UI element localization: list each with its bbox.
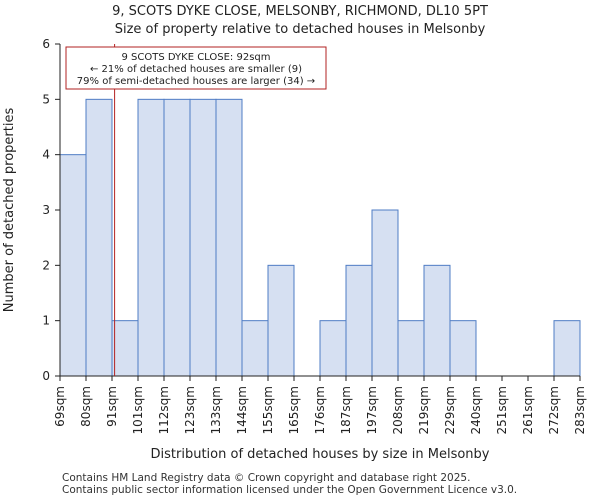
y-tick-label: 1 [42,314,50,328]
bar-155sqm [267,264,295,377]
y-tick-label: 5 [42,92,50,106]
x-tick-label: 197sqm [365,386,379,434]
x-tick-label: 187sqm [339,386,353,434]
x-tick-label: 251sqm [495,386,509,434]
x-tick-label: 155sqm [261,386,275,434]
x-tick-label: 101sqm [131,386,145,434]
bar-208sqm [397,320,425,377]
y-tick-label: 2 [42,258,50,272]
bar-112sqm [163,98,191,377]
x-tick-label: 240sqm [469,386,483,434]
x-tick-label: 219sqm [417,386,431,434]
x-tick-label: 133sqm [209,386,223,434]
y-axis-label: Number of detached properties [2,108,17,313]
bar-219sqm [423,264,451,377]
y-tick-label: 6 [42,37,50,51]
x-tick-label: 283sqm [573,386,587,434]
x-tick-label: 91sqm [105,386,119,427]
x-tick-label: 80sqm [79,386,93,427]
bar-133sqm [215,98,243,377]
annotation-line-1: 9 SCOTS DYKE CLOSE: 92sqm [122,52,271,63]
chart-title-line-1: 9, SCOTS DYKE CLOSE, MELSONBY, RICHMOND,… [112,4,488,19]
bar-272sqm [553,320,581,377]
bar-123sqm [189,98,217,377]
x-tick-label: 229sqm [443,386,457,434]
x-axis-label: Distribution of detached houses by size … [151,447,490,462]
y-tick-label: 0 [42,369,50,383]
x-tick-label: 165sqm [287,386,301,434]
bar-101sqm [137,98,165,377]
annotation-line-2: ← 21% of detached houses are smaller (9) [90,64,302,75]
y-ticks-group: 0 1 2 3 4 5 6 [42,37,60,383]
chart-title-line-2: Size of property relative to detached ho… [115,22,486,37]
x-tick-label: 261sqm [521,386,535,434]
y-tick-label: 3 [42,203,50,217]
x-ticks-group: 69sqm 80sqm 91sqm 101sqm 112sqm 123sqm 133sqm 1… [53,376,587,434]
bar-197sqm [371,209,399,377]
x-tick-label: 272sqm [547,386,561,434]
bar-187sqm [345,264,373,377]
bar-91sqm [111,320,139,377]
footer-line-2: Contains public sector information licen… [62,484,518,496]
x-tick-label: 208sqm [391,386,405,434]
x-tick-label: 69sqm [53,386,67,427]
x-tick-label: 176sqm [313,386,327,434]
bar-80sqm [85,98,113,377]
bar-69sqm [59,154,87,377]
x-tick-label: 123sqm [183,386,197,434]
annotation-line-3: 79% of semi-detached houses are larger (… [77,76,315,87]
bars-group [59,98,581,377]
x-tick-label: 112sqm [157,386,171,434]
footer-line-1: Contains HM Land Registry data © Crown c… [62,472,471,484]
bar-229sqm [449,320,477,377]
bar-176sqm [319,320,347,377]
bar-144sqm [241,320,269,377]
annotation-box [65,46,327,90]
y-tick-label: 4 [42,148,50,162]
x-tick-label: 144sqm [235,386,249,434]
